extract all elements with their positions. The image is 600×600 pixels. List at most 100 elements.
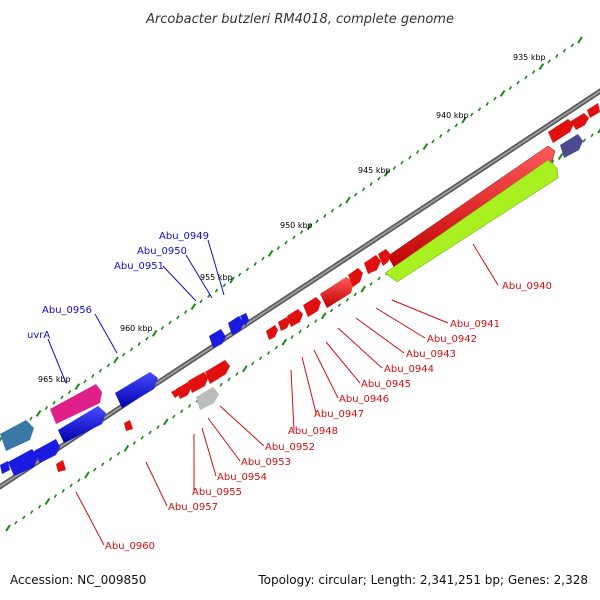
tick-mark bbox=[516, 80, 520, 85]
tick-mark bbox=[44, 406, 49, 410]
tick-mark bbox=[93, 467, 97, 472]
tick-mark bbox=[431, 139, 435, 144]
tick-mark bbox=[137, 342, 141, 346]
tick-mark bbox=[101, 462, 105, 467]
tick-mark bbox=[91, 374, 95, 378]
tick-mark bbox=[238, 272, 242, 277]
tick-mark bbox=[337, 303, 342, 308]
tick-mark bbox=[148, 430, 152, 435]
tick-label: 935 kbp bbox=[513, 53, 546, 62]
tick-mark bbox=[163, 418, 169, 426]
tick-mark bbox=[345, 196, 351, 204]
tick-mark bbox=[538, 63, 545, 71]
tick-mark bbox=[550, 159, 555, 164]
genome-summary-text: Topology: circular; Length: 2,341,251 bp… bbox=[258, 573, 588, 587]
gene-label: Abu_0955 bbox=[192, 487, 242, 498]
tick-mark bbox=[5, 524, 11, 532]
tick-mark bbox=[299, 230, 304, 234]
tick-mark bbox=[69, 483, 73, 488]
tick-mark bbox=[199, 299, 203, 304]
tick-mark bbox=[477, 107, 482, 112]
accession-text: Accession: NC_009850 bbox=[10, 573, 147, 587]
tick-mark bbox=[345, 297, 350, 302]
tick-mark bbox=[555, 54, 559, 58]
tick-label: 945 kbp bbox=[358, 166, 391, 175]
tick-mark bbox=[113, 356, 119, 364]
tick-mark bbox=[77, 478, 81, 483]
gene-label: Abu_0948 bbox=[288, 426, 338, 437]
tick-mark bbox=[323, 214, 327, 218]
tick-mark bbox=[22, 515, 26, 520]
tick-mark bbox=[281, 338, 288, 346]
tick-mark bbox=[30, 510, 34, 515]
gene-label: Abu_0957 bbox=[168, 502, 218, 513]
tick-mark bbox=[67, 390, 72, 394]
tick-mark bbox=[267, 249, 274, 257]
tick-mark bbox=[35, 409, 42, 417]
tick-mark bbox=[258, 356, 263, 361]
tick-mark bbox=[156, 425, 160, 430]
tick-mark bbox=[108, 457, 113, 461]
tick-mark bbox=[0, 436, 3, 442]
gene-label: Abu_0943 bbox=[406, 349, 456, 360]
gene-label: Abu_0945 bbox=[361, 379, 411, 390]
tick-mark bbox=[408, 155, 412, 160]
gene-label: Abu_0951 bbox=[114, 261, 164, 272]
tick-mark bbox=[235, 372, 239, 377]
tick-mark bbox=[422, 143, 429, 151]
tick-label: 940 kbp bbox=[436, 111, 469, 120]
tick-mark bbox=[493, 96, 497, 101]
tick-mark bbox=[298, 329, 302, 334]
reverse-gene-cluster bbox=[56, 103, 600, 472]
tick-mark bbox=[597, 128, 600, 134]
tick-mark bbox=[229, 276, 235, 284]
tick-mark bbox=[132, 441, 136, 446]
tick-mark bbox=[400, 160, 404, 165]
tick-mark bbox=[531, 70, 536, 74]
outer-tick-marks bbox=[0, 36, 583, 442]
tick-mark bbox=[330, 208, 335, 213]
tick-mark bbox=[508, 86, 513, 90]
gene-label: Abu_0960 bbox=[105, 541, 155, 552]
tick-mark bbox=[338, 203, 342, 208]
tick-mark bbox=[122, 352, 126, 357]
map-title: Arcobacter butzleri RM4018, complete gen… bbox=[145, 12, 454, 27]
tick-mark bbox=[320, 312, 327, 320]
gene-label: Abu_0949 bbox=[159, 231, 209, 242]
tick-mark bbox=[276, 246, 281, 250]
tick-mark bbox=[29, 416, 33, 421]
tick-mark bbox=[360, 285, 366, 293]
tick-mark bbox=[392, 166, 397, 170]
tick-mark bbox=[37, 504, 42, 509]
tick-mark bbox=[53, 494, 58, 499]
tick-label: 955 kbp bbox=[200, 273, 233, 282]
tick-mark bbox=[172, 414, 176, 419]
tick-mark bbox=[461, 116, 467, 124]
gene-label: Abu_0956 bbox=[42, 305, 92, 316]
tick-mark bbox=[176, 315, 180, 320]
tick-mark bbox=[222, 283, 226, 288]
gene-label: Abu_0950 bbox=[137, 246, 187, 257]
tick-mark bbox=[290, 334, 294, 339]
tick-mark bbox=[83, 379, 87, 384]
tick-mark bbox=[129, 347, 134, 352]
reverse-gene-labels: Abu_0940 Abu_0941 Abu_0942 Abu_0943 Abu_… bbox=[105, 281, 552, 552]
tick-mark bbox=[145, 336, 149, 341]
tick-label: 965 kbp bbox=[38, 375, 71, 384]
tick-mark bbox=[315, 219, 319, 224]
tick-mark bbox=[284, 240, 288, 245]
tick-mark bbox=[577, 36, 583, 44]
tick-mark bbox=[52, 400, 56, 405]
gene-label: Abu_0944 bbox=[384, 364, 434, 375]
tick-mark bbox=[98, 368, 103, 373]
gene-label: Abu_0947 bbox=[314, 409, 364, 420]
tick-mark bbox=[354, 192, 358, 197]
tick-mark bbox=[190, 303, 197, 311]
tick-mark bbox=[454, 123, 458, 128]
tick-mark bbox=[292, 235, 296, 240]
gene-label: Abu_0954 bbox=[217, 472, 267, 483]
tick-mark bbox=[306, 324, 310, 329]
forward-gene-labels: Abu_0949 Abu_0950 Abu_0951 Abu_0956 uvrA bbox=[27, 231, 209, 341]
tick-mark bbox=[314, 319, 318, 324]
